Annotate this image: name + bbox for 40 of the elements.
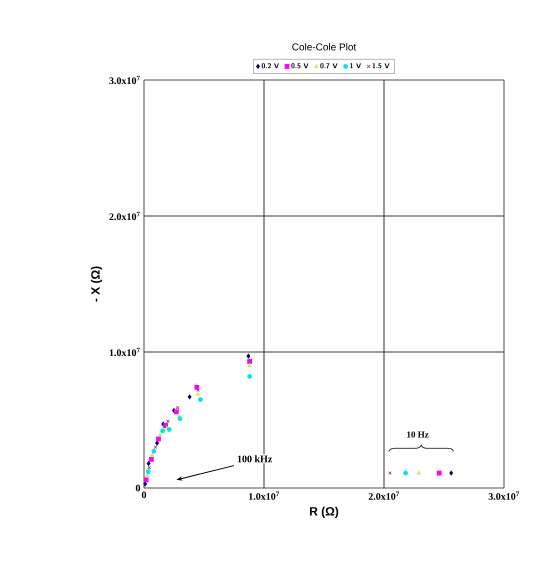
y-axis-title: - X (Ω) [90, 266, 102, 302]
x-tick-label: 2.0x10$^{7}$ [368, 492, 400, 500]
point [155, 440, 159, 446]
y-tick-label: 0 [136, 484, 140, 492]
point [150, 452, 155, 457]
point [146, 469, 151, 474]
point [436, 470, 442, 476]
y-tick-label: 3.0x10$^{7}$ [109, 76, 140, 84]
x-axis-title: R (Ω) [310, 506, 338, 518]
point [247, 374, 252, 379]
point [166, 427, 172, 432]
point [198, 397, 203, 402]
x-tick-label: 3.0x10$^{7}$ [488, 492, 520, 500]
point [196, 392, 200, 396]
point [174, 409, 179, 414]
annotation: 10 Hz [407, 431, 429, 438]
point [144, 477, 149, 482]
point [145, 473, 150, 478]
point [152, 448, 156, 454]
point [188, 394, 192, 400]
point [178, 416, 182, 422]
y-tick-label: 1.0x10$^{7}$ [110, 348, 140, 356]
point [247, 363, 252, 367]
point [148, 457, 154, 462]
point [158, 432, 162, 436]
x-tick-label: 0 [142, 492, 146, 498]
chart-title: Cole-Cole Plot [292, 43, 356, 50]
point [388, 471, 392, 475]
point [416, 470, 421, 474]
point [449, 470, 454, 476]
point [194, 384, 200, 390]
point [160, 428, 165, 434]
point [156, 436, 161, 442]
x-tick-label: 1.0x10$^{7}$ [249, 492, 280, 500]
y-tick-label: 2.0x10$^{7}$ [109, 212, 140, 220]
point [146, 461, 150, 466]
point [246, 354, 250, 358]
point [403, 470, 408, 476]
point [143, 482, 148, 486]
annotation: 100 kHz [238, 455, 272, 462]
